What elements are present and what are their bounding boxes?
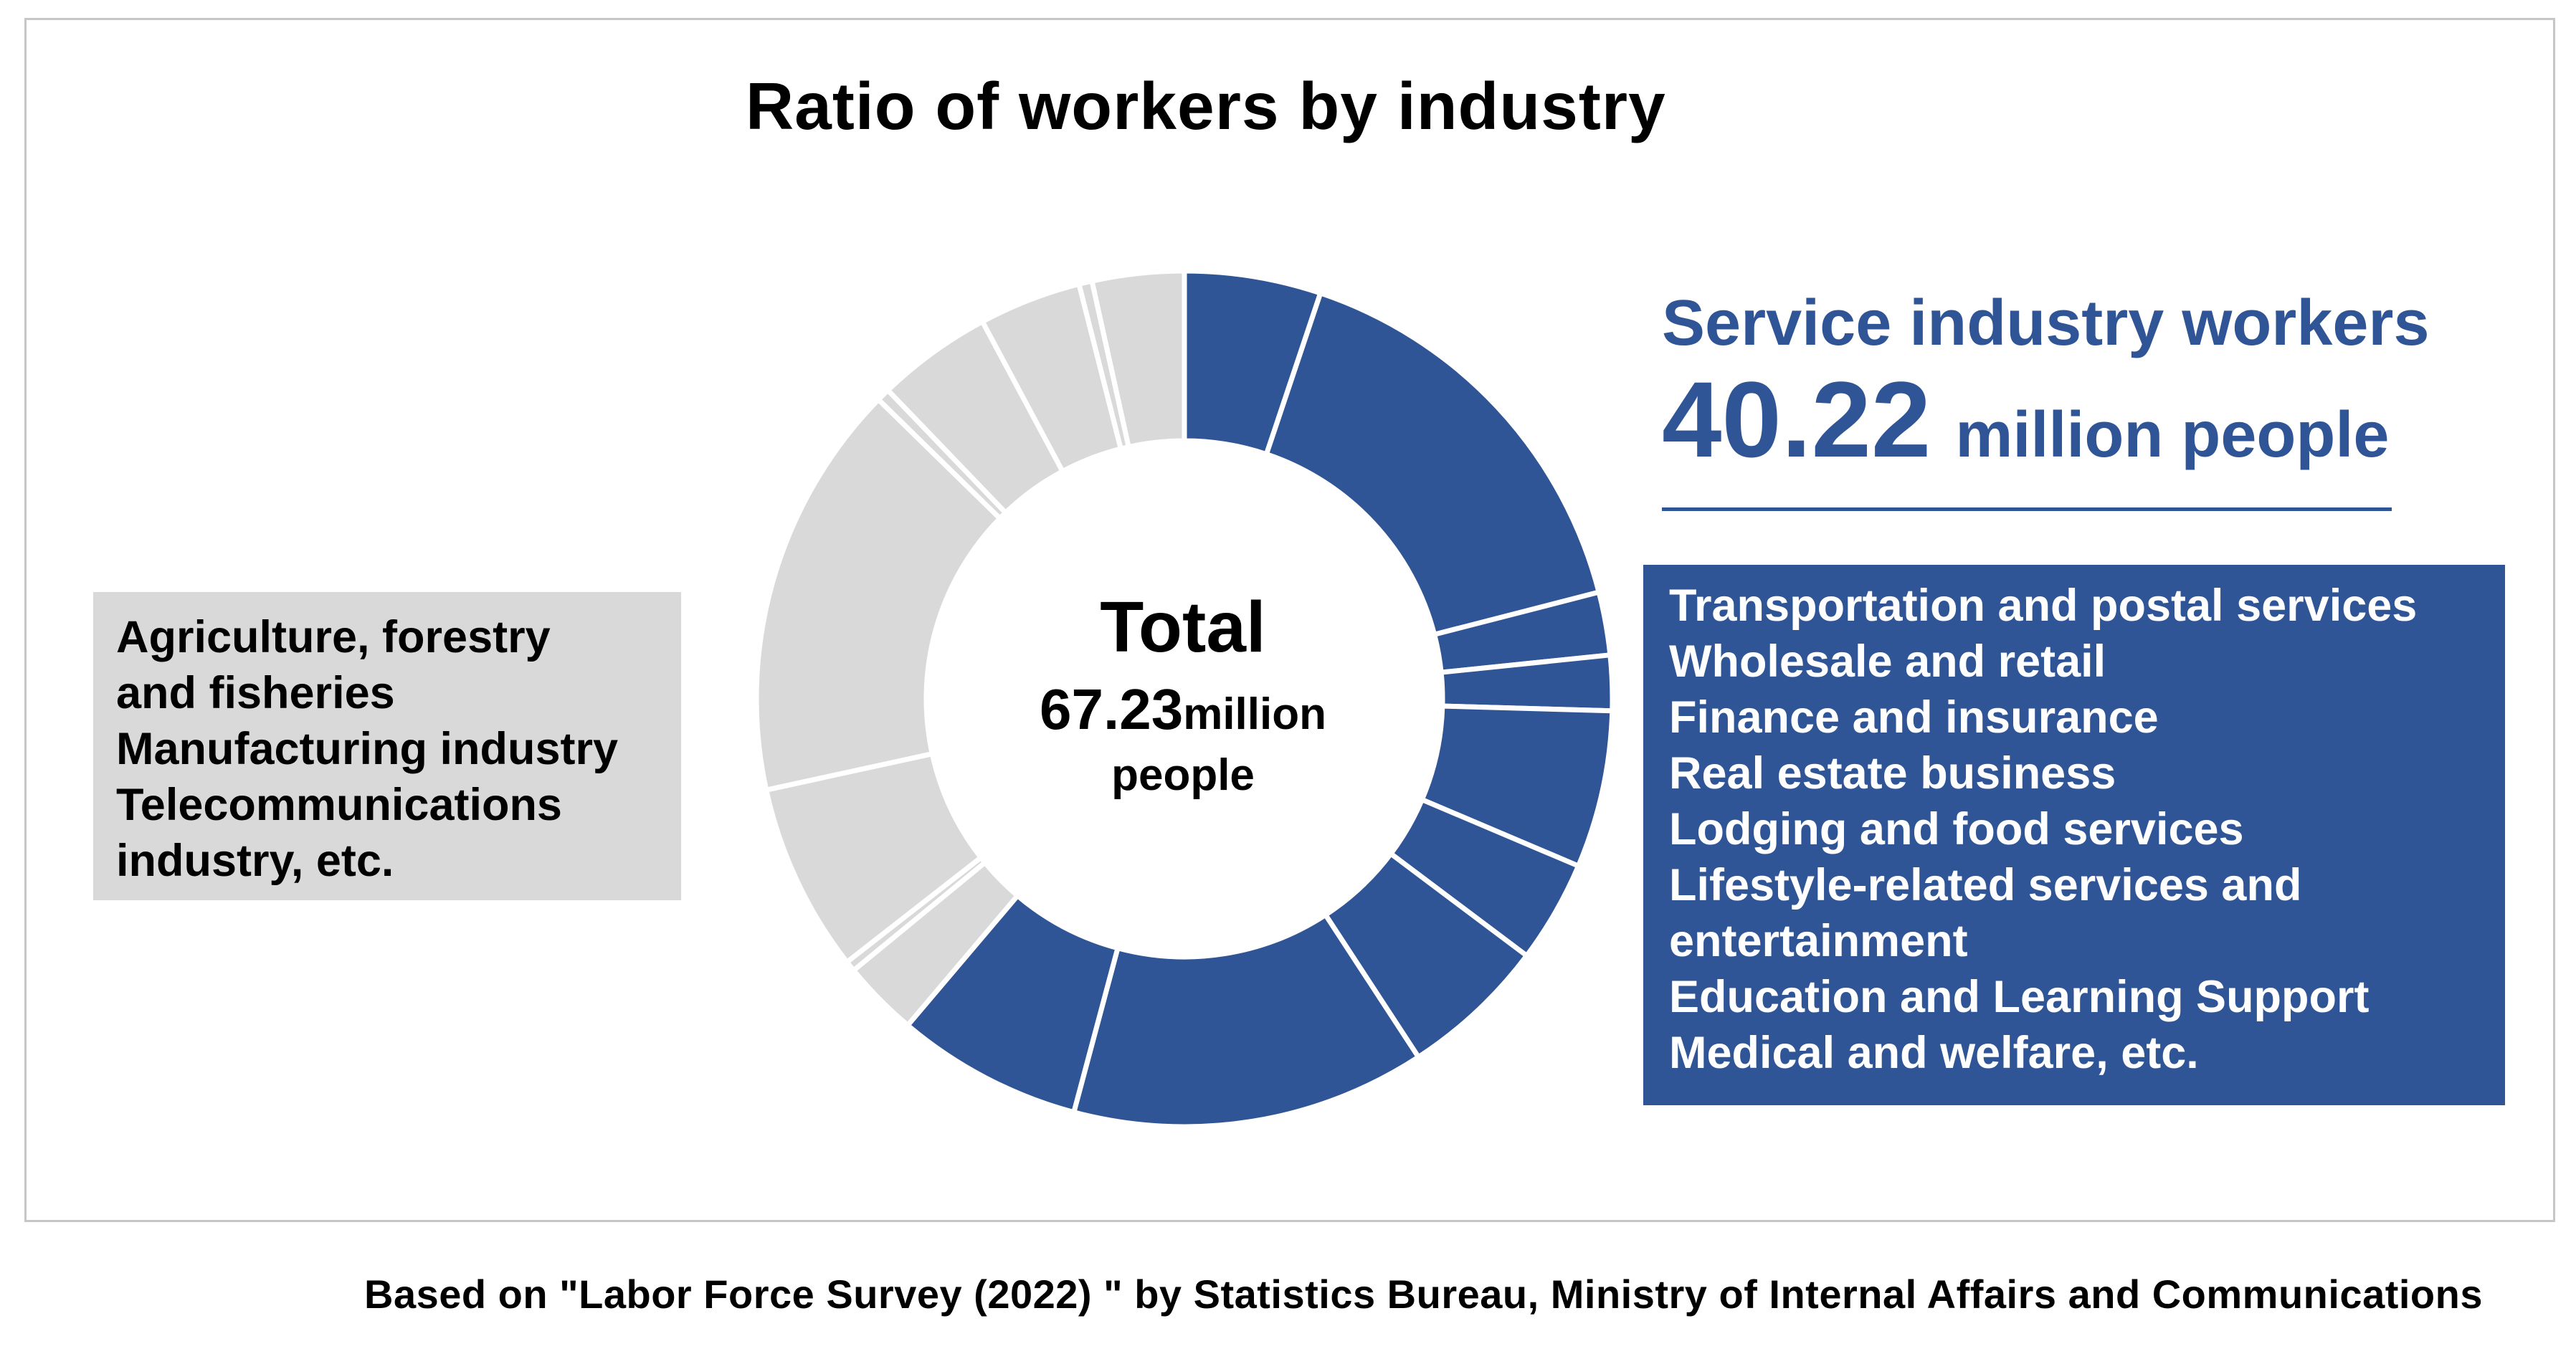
other-industry-line: Telecommunications xyxy=(116,780,562,830)
donut-slice-other-18 xyxy=(1089,268,1187,449)
service-industry-line: Lodging and food services xyxy=(1669,804,2244,854)
chart-frame xyxy=(24,18,2555,1222)
service-workers-count: 40.22 xyxy=(1662,359,1931,480)
service-industry-line: Education and Learning Support xyxy=(1669,972,2370,1022)
service-workers-heading: Service industry workers xyxy=(1662,287,2430,359)
service-industry-line: Transportation and postal services xyxy=(1669,581,2418,631)
source-note: Based on "Labor Force Survey (2022) " by… xyxy=(364,1272,2483,1317)
service-industry-line: entertainment xyxy=(1669,916,1968,966)
total-unit: million xyxy=(1183,690,1326,739)
service-industry-line: Wholesale and retail xyxy=(1669,636,2106,687)
service-industry-line: Finance and insurance xyxy=(1669,692,2159,743)
donut-slice-service-8 xyxy=(1071,912,1421,1130)
service-workers-unit: million people xyxy=(1955,399,2390,471)
other-industry-line: Manufacturing industry xyxy=(116,724,619,774)
other-industry-line: industry, etc. xyxy=(116,836,394,886)
service-industry-line: Lifestyle-related services and xyxy=(1669,860,2302,910)
chart-title: Ratio of workers by industry xyxy=(746,69,1666,143)
service-workers-count-line: 40.22 million people xyxy=(1662,366,2392,511)
total-label: Total xyxy=(1100,587,1266,667)
other-industry-line: Agriculture, forestry xyxy=(116,612,551,662)
donut-center-label: Total 67.23million people xyxy=(932,581,1434,805)
service-industry-line: Medical and welfare, etc. xyxy=(1669,1028,2199,1078)
total-value-line: 67.23million xyxy=(932,678,1434,746)
other-industry-line: and fisheries xyxy=(116,668,395,718)
service-industries-box: Transportation and postal services Whole… xyxy=(1643,565,2505,1105)
donut-slice-service-2 xyxy=(1263,290,1602,637)
service-industry-line: Real estate business xyxy=(1669,748,2116,798)
total-value: 67.23 xyxy=(1040,677,1184,741)
donut-slices xyxy=(754,268,1615,1130)
donut-slice-other-13 xyxy=(754,396,1003,793)
other-industries-box: Agriculture, forestry and fisheries Manu… xyxy=(93,592,681,900)
total-unit-people: people xyxy=(1111,750,1255,800)
